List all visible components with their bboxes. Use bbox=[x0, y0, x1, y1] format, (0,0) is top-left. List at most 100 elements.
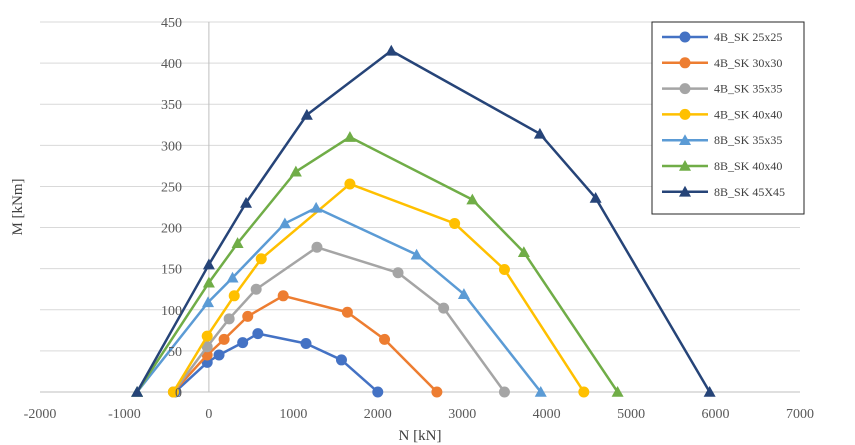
y-tick-label: 400 bbox=[161, 57, 182, 72]
data-point bbox=[385, 44, 398, 56]
data-point bbox=[335, 354, 347, 366]
legend: 4B_SK 25x25 4B_SK 30x30 4B_SK 35x35 4B_SK 4… bbox=[651, 21, 805, 215]
data-point bbox=[431, 386, 443, 398]
x-tick-label: 6000 bbox=[702, 407, 730, 422]
legend-marker bbox=[679, 83, 691, 95]
legend-label: 4B_SK 40x40 bbox=[714, 107, 782, 121]
data-point bbox=[311, 241, 323, 253]
data-point bbox=[231, 237, 244, 248]
legend-entry: 8B_SK 40x40 bbox=[662, 159, 782, 173]
y-tick-label: 50 bbox=[168, 345, 182, 360]
data-point bbox=[202, 258, 215, 270]
data-point bbox=[202, 296, 215, 308]
series-3 bbox=[167, 178, 590, 398]
data-point bbox=[410, 248, 423, 260]
series-6 bbox=[131, 44, 716, 397]
data-point bbox=[289, 165, 302, 177]
legend-entry: 4B_SK 30x30 bbox=[662, 56, 782, 70]
series-line bbox=[136, 135, 619, 393]
series-line bbox=[172, 246, 506, 393]
data-point bbox=[310, 201, 323, 213]
legend-marker bbox=[679, 134, 691, 145]
data-point bbox=[341, 306, 353, 318]
x-tick-label: -2000 bbox=[24, 407, 57, 422]
data-point bbox=[167, 386, 179, 398]
legend-marker bbox=[679, 31, 691, 43]
data-point bbox=[300, 337, 312, 349]
data-point bbox=[589, 191, 602, 203]
data-point bbox=[218, 333, 230, 345]
x-tick-label: -1000 bbox=[108, 407, 141, 422]
series-2 bbox=[167, 241, 510, 398]
y-tick-label: 300 bbox=[161, 139, 182, 154]
x-tick-label: 2000 bbox=[364, 407, 392, 422]
y-tick-label: 350 bbox=[161, 98, 182, 113]
x-tick-label: 7000 bbox=[786, 407, 814, 422]
data-point bbox=[466, 193, 479, 205]
x-axis-title: N [kN] bbox=[399, 428, 442, 444]
data-point bbox=[449, 217, 461, 229]
legend-entry: 4B_SK 40x40 bbox=[662, 107, 782, 121]
data-point bbox=[213, 349, 225, 361]
data-point bbox=[240, 196, 253, 208]
tick-labels: 0 50 100 150 200 250 300 350 400 450 -2000 -1000 0 10… bbox=[24, 16, 814, 422]
data-point bbox=[226, 271, 239, 283]
data-point bbox=[202, 276, 215, 288]
x-tick-label: 4000 bbox=[533, 407, 561, 422]
data-point bbox=[438, 302, 450, 314]
data-point bbox=[237, 337, 249, 349]
legend-entry: 4B_SK 35x35 bbox=[662, 82, 782, 96]
data-point bbox=[252, 328, 264, 340]
series-line bbox=[172, 182, 585, 393]
data-point bbox=[201, 341, 213, 353]
series-4 bbox=[131, 201, 547, 397]
legend-marker bbox=[679, 108, 691, 120]
y-tick-label: 100 bbox=[161, 304, 182, 319]
data-point bbox=[255, 253, 267, 265]
data-point bbox=[457, 288, 470, 299]
legend-entry: 8B_SK 35x35 bbox=[662, 133, 782, 147]
data-point bbox=[250, 283, 262, 295]
series-line bbox=[136, 206, 542, 393]
data-point bbox=[344, 178, 356, 190]
series-group bbox=[131, 44, 716, 398]
legend-marker bbox=[679, 57, 691, 69]
legend-label: 8B_SK 40x40 bbox=[714, 159, 782, 173]
data-point bbox=[131, 386, 144, 397]
data-point bbox=[278, 217, 291, 229]
y-tick-label: 0 bbox=[175, 386, 182, 401]
data-point bbox=[703, 386, 716, 397]
data-point bbox=[517, 246, 530, 258]
data-point bbox=[242, 310, 254, 322]
legend-label: 4B_SK 30x30 bbox=[714, 56, 782, 70]
data-point bbox=[534, 386, 547, 397]
legend-label: 4B_SK 25x25 bbox=[714, 30, 782, 44]
legend-entry: 8B_SK 45X45 bbox=[662, 185, 785, 199]
data-point bbox=[201, 330, 213, 342]
data-point bbox=[277, 290, 289, 302]
data-point bbox=[300, 108, 313, 120]
data-point bbox=[498, 386, 510, 398]
x-tick-label: 1000 bbox=[279, 407, 307, 422]
y-axis-title: M [kNm] bbox=[10, 178, 26, 235]
data-point bbox=[392, 267, 404, 279]
legend-entry: 4B_SK 25x25 bbox=[662, 30, 782, 44]
data-point bbox=[611, 386, 624, 397]
data-point bbox=[372, 386, 384, 398]
axes bbox=[40, 22, 800, 393]
y-tick-label: 200 bbox=[161, 222, 182, 237]
data-point bbox=[228, 290, 240, 302]
x-tick-label: 3000 bbox=[448, 407, 476, 422]
data-point bbox=[223, 313, 235, 325]
series-line bbox=[136, 49, 711, 393]
legend-label: 8B_SK 35x35 bbox=[714, 133, 782, 147]
legend-marker bbox=[679, 160, 691, 171]
data-point bbox=[498, 263, 510, 275]
legend-box bbox=[651, 21, 805, 215]
data-point bbox=[533, 127, 546, 139]
legend-label: 4B_SK 35x35 bbox=[714, 82, 782, 96]
x-tick-label: 0 bbox=[205, 407, 212, 422]
y-tick-label: 150 bbox=[161, 263, 182, 278]
